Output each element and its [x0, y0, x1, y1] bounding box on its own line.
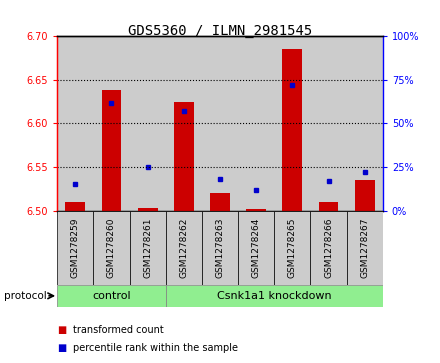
Bar: [129, 36, 166, 211]
Text: GSM1278259: GSM1278259: [71, 217, 80, 278]
Text: Csnk1a1 knockdown: Csnk1a1 knockdown: [217, 291, 332, 301]
Text: control: control: [92, 291, 131, 301]
Bar: [319, 202, 338, 211]
Bar: [129, 211, 166, 285]
Text: ■: ■: [57, 325, 66, 335]
Bar: [355, 180, 375, 211]
Bar: [347, 36, 383, 211]
Bar: [311, 36, 347, 211]
Text: GSM1278266: GSM1278266: [324, 217, 333, 278]
Bar: [274, 211, 311, 285]
Bar: [282, 49, 302, 211]
Bar: [210, 193, 230, 211]
Bar: [57, 211, 93, 285]
Bar: [274, 36, 311, 211]
Text: GSM1278260: GSM1278260: [107, 217, 116, 278]
Bar: [311, 211, 347, 285]
Bar: [138, 208, 158, 211]
Bar: [166, 36, 202, 211]
Bar: [238, 36, 274, 211]
Bar: [166, 285, 383, 307]
Text: ■: ■: [57, 343, 66, 354]
Text: GSM1278263: GSM1278263: [216, 217, 224, 278]
Bar: [93, 211, 129, 285]
Text: GSM1278265: GSM1278265: [288, 217, 297, 278]
Text: percentile rank within the sample: percentile rank within the sample: [73, 343, 238, 354]
Text: GSM1278267: GSM1278267: [360, 217, 369, 278]
Bar: [166, 211, 202, 285]
Text: GSM1278264: GSM1278264: [252, 217, 260, 278]
Text: GSM1278262: GSM1278262: [180, 217, 188, 278]
Bar: [57, 36, 93, 211]
Text: GDS5360 / ILMN_2981545: GDS5360 / ILMN_2981545: [128, 24, 312, 38]
Bar: [57, 285, 166, 307]
Bar: [202, 211, 238, 285]
Text: protocol: protocol: [4, 291, 47, 301]
Bar: [66, 202, 85, 211]
Bar: [102, 90, 121, 211]
Text: transformed count: transformed count: [73, 325, 163, 335]
Bar: [246, 209, 266, 211]
Bar: [202, 36, 238, 211]
Bar: [93, 36, 129, 211]
Bar: [174, 102, 194, 211]
Bar: [347, 211, 383, 285]
Text: GSM1278261: GSM1278261: [143, 217, 152, 278]
Bar: [238, 211, 274, 285]
